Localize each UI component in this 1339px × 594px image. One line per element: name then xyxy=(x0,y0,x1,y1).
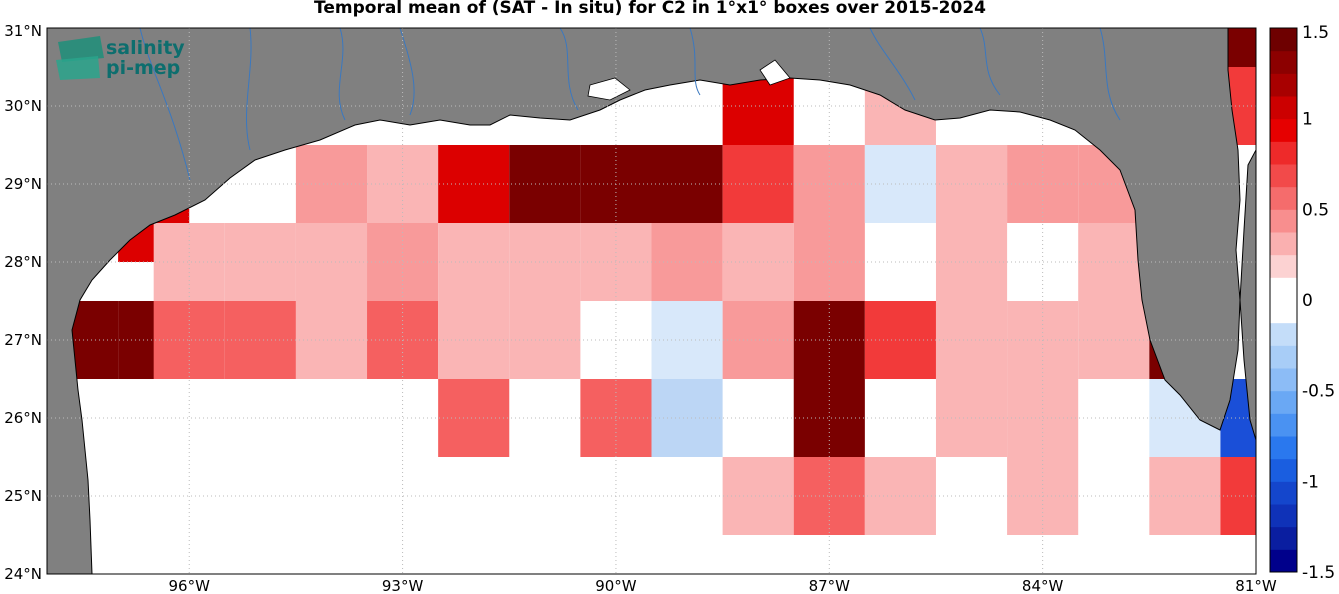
colorbar-swatch xyxy=(1270,504,1297,528)
colorbar-swatch xyxy=(1270,186,1297,210)
longitude-axis: 96°W 93°W 90°W 87°W 84°W 81°W xyxy=(169,577,1277,594)
x-tick-label: 84°W xyxy=(1022,577,1064,594)
y-tick-label: 31°N xyxy=(4,22,42,40)
latitude-axis: 24°N 25°N 26°N 27°N 28°N 29°N 30°N 31°N xyxy=(4,22,42,583)
colorbar-swatch xyxy=(1270,118,1297,142)
colorbar-tick-label: -1 xyxy=(1302,472,1319,492)
grid-cell xyxy=(438,145,510,223)
grid-cell xyxy=(1149,457,1221,535)
grid-cell xyxy=(722,223,794,301)
lake-pontchartrain xyxy=(587,77,631,101)
salinity-difference-cells xyxy=(47,28,1256,535)
grid-cell xyxy=(509,301,581,379)
grid-cell xyxy=(224,301,296,379)
grid-cell xyxy=(722,301,794,379)
svg-text:pi-mep: pi-mep xyxy=(106,57,180,79)
x-tick-label: 93°W xyxy=(382,577,424,594)
x-tick-label: 90°W xyxy=(595,577,637,594)
colorbar: 1.5 1 0.5 0 -0.5 -1 -1.5 xyxy=(1269,23,1335,583)
colorbar-swatch xyxy=(1270,413,1297,437)
colorbar-swatch xyxy=(1270,164,1297,188)
mobile-bay xyxy=(759,59,791,86)
colorbar-swatch xyxy=(1270,209,1297,233)
grid-cell xyxy=(509,145,581,223)
map-title: Temporal mean of (SAT - In situ) for C2 … xyxy=(314,0,986,18)
grid-cell xyxy=(793,379,865,457)
grid-cell xyxy=(864,145,936,223)
x-tick-label: 87°W xyxy=(809,577,851,594)
colorbar-tick-label: 1.5 xyxy=(1302,23,1329,43)
colorbar-swatch xyxy=(1270,50,1297,74)
colorbar-swatch xyxy=(1270,73,1297,97)
colorbar-frame xyxy=(1269,27,1298,573)
colorbar-tick-label: 0 xyxy=(1302,291,1313,311)
grid-cell xyxy=(864,457,936,535)
y-tick-label: 30°N xyxy=(4,97,42,115)
grid-cell xyxy=(438,301,510,379)
colorbar-tick-label: -0.5 xyxy=(1302,382,1335,402)
colorbar-swatch xyxy=(1270,345,1297,369)
grid-cell xyxy=(153,223,225,301)
graticule xyxy=(47,28,1256,574)
salinity-pi-mep-logo: salinity pi-mep xyxy=(56,36,185,80)
x-tick-label: 81°W xyxy=(1235,577,1277,594)
colorbar-swatch xyxy=(1270,436,1297,460)
y-tick-label: 25°N xyxy=(4,487,42,505)
colorbar-swatch xyxy=(1270,277,1297,301)
grid-cell xyxy=(1220,457,1256,535)
grid-cell xyxy=(224,223,296,301)
y-tick-label: 29°N xyxy=(4,175,42,193)
grid-cell xyxy=(438,223,510,301)
colorbar-swatch xyxy=(1270,96,1297,120)
colorbar-tick-label: -1.5 xyxy=(1302,563,1335,583)
colorbar-swatch xyxy=(1270,322,1297,346)
colorbar-tick-label: 0.5 xyxy=(1302,200,1329,220)
colorbar-swatch xyxy=(1270,141,1297,165)
colorbar-swatch xyxy=(1270,481,1297,505)
y-tick-label: 28°N xyxy=(4,253,42,271)
colorbar-tick-label: 1 xyxy=(1302,110,1313,130)
x-tick-label: 96°W xyxy=(169,577,211,594)
grid-cell xyxy=(722,145,794,223)
colorbar-swatch xyxy=(1270,368,1297,392)
colorbar-swatch xyxy=(1270,458,1297,482)
rivers xyxy=(139,28,1121,181)
map-frame xyxy=(46,27,1257,575)
colorbar-swatch xyxy=(1270,254,1297,278)
grid-cell xyxy=(793,223,865,301)
colorbar-swatch xyxy=(1270,549,1297,573)
svg-text:salinity: salinity xyxy=(106,37,185,59)
land-us-gulf-coast xyxy=(47,28,1256,574)
colorbar-swatch xyxy=(1270,390,1297,414)
colorbar-swatch xyxy=(1270,300,1297,324)
y-tick-label: 24°N xyxy=(4,565,42,583)
y-tick-label: 26°N xyxy=(4,409,42,427)
grid-cell xyxy=(1078,301,1150,379)
y-tick-label: 27°N xyxy=(4,331,42,349)
grid-cell xyxy=(509,223,581,301)
colorbar-swatch xyxy=(1270,526,1297,550)
grid-cell xyxy=(864,301,936,379)
colorbar-swatch xyxy=(1270,28,1297,52)
grid-cell xyxy=(722,457,794,535)
colorbar-swatch xyxy=(1270,232,1297,256)
grid-cell xyxy=(438,379,510,457)
